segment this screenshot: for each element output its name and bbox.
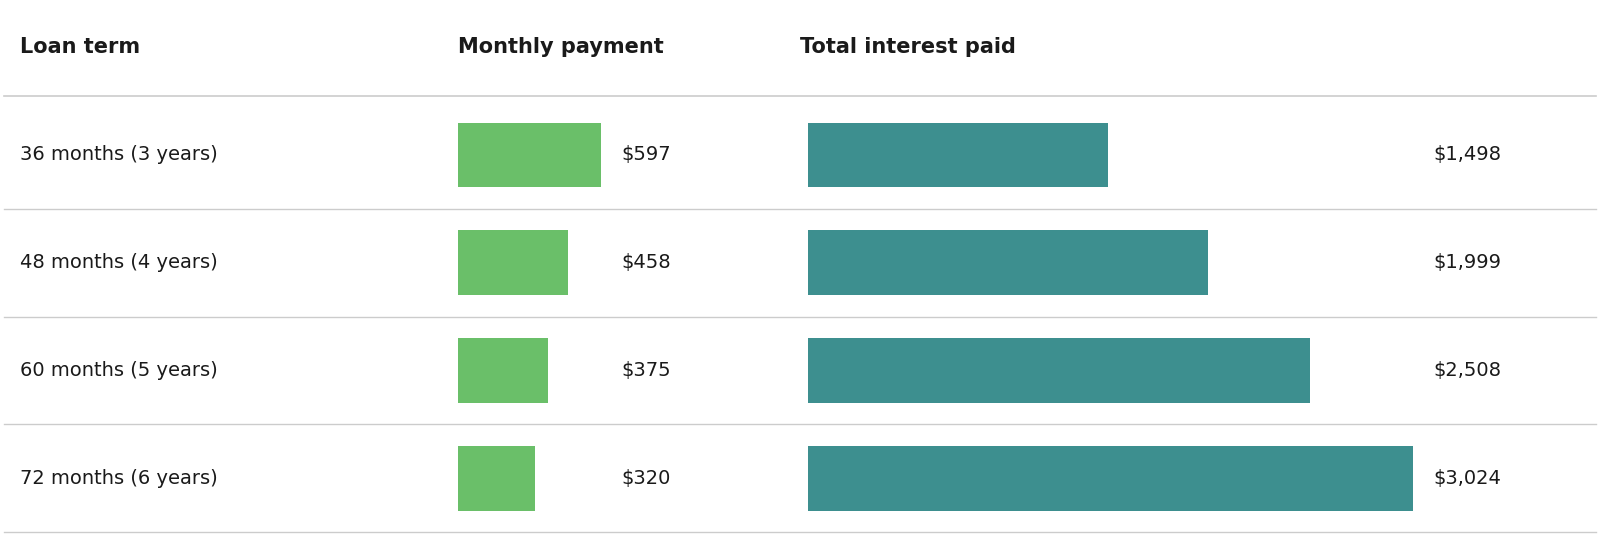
Text: 60 months (5 years): 60 months (5 years): [21, 361, 218, 380]
Text: $597: $597: [622, 146, 672, 165]
Text: $320: $320: [622, 469, 670, 488]
FancyBboxPatch shape: [808, 123, 1107, 187]
Text: $1,498: $1,498: [1434, 146, 1501, 165]
Text: Total interest paid: Total interest paid: [800, 37, 1016, 57]
FancyBboxPatch shape: [808, 338, 1309, 403]
FancyBboxPatch shape: [458, 338, 547, 403]
FancyBboxPatch shape: [808, 230, 1208, 295]
FancyBboxPatch shape: [458, 446, 534, 510]
FancyBboxPatch shape: [808, 446, 1413, 510]
FancyBboxPatch shape: [458, 230, 568, 295]
Text: $375: $375: [622, 361, 672, 380]
Text: $3,024: $3,024: [1434, 469, 1501, 488]
Text: $2,508: $2,508: [1434, 361, 1501, 380]
Text: $1,999: $1,999: [1434, 253, 1501, 272]
Text: 36 months (3 years): 36 months (3 years): [21, 146, 218, 165]
Text: 48 months (4 years): 48 months (4 years): [21, 253, 218, 272]
Text: Monthly payment: Monthly payment: [458, 37, 664, 57]
Text: Loan term: Loan term: [21, 37, 141, 57]
FancyBboxPatch shape: [458, 123, 602, 187]
Text: $458: $458: [622, 253, 672, 272]
Text: 72 months (6 years): 72 months (6 years): [21, 469, 218, 488]
